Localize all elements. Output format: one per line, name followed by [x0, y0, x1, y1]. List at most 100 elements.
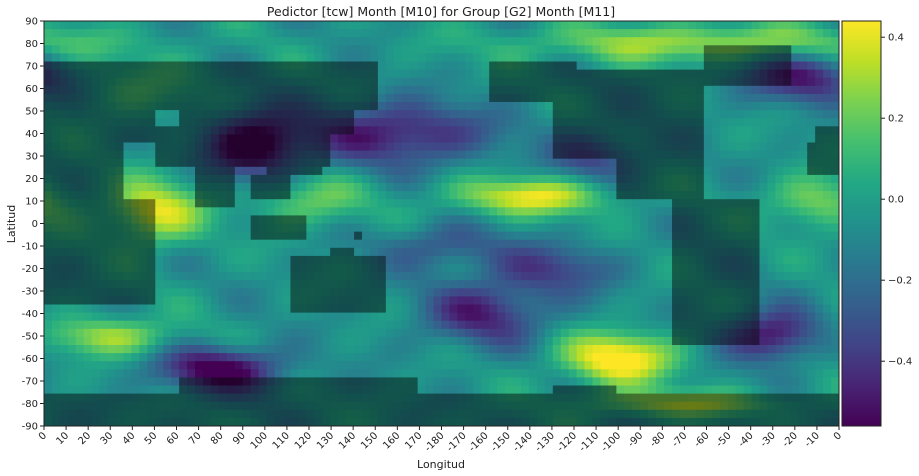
heatmap-cell — [823, 191, 832, 200]
heatmap-cell — [783, 304, 792, 314]
heatmap-cell — [274, 126, 284, 135]
heatmap-cell — [592, 215, 602, 225]
heatmap-cell — [171, 37, 180, 46]
heatmap-cell — [195, 353, 204, 362]
heatmap-cell — [592, 353, 602, 362]
heatmap-cell — [648, 409, 657, 419]
heatmap-cell — [680, 126, 689, 135]
heatmap-cell — [139, 207, 148, 216]
heatmap-cell — [449, 361, 458, 370]
heatmap-cell — [505, 158, 514, 168]
heatmap-cell — [314, 69, 323, 79]
heatmap-cell — [465, 191, 474, 200]
heatmap-cell — [298, 361, 307, 370]
heatmap-cell — [457, 409, 466, 419]
heatmap-cell — [592, 231, 602, 241]
heatmap-cell — [314, 61, 323, 71]
heatmap-cell — [195, 223, 204, 233]
heatmap-cell — [266, 126, 276, 135]
heatmap-cell — [131, 272, 140, 281]
heatmap-cell — [823, 264, 832, 273]
heatmap-cell — [346, 304, 355, 314]
heatmap-cell — [179, 401, 188, 411]
heatmap-cell — [521, 110, 530, 119]
heatmap-cell — [687, 37, 697, 46]
heatmap-cell — [640, 77, 649, 87]
heatmap-cell — [354, 280, 363, 289]
heatmap-cell — [632, 93, 641, 103]
heatmap-cell — [521, 255, 530, 265]
heatmap-cell — [274, 272, 284, 281]
heatmap-cell — [354, 142, 363, 152]
heatmap-cell — [441, 353, 451, 362]
heatmap-cell — [155, 158, 164, 168]
heatmap-cell — [719, 191, 729, 200]
heatmap-cell — [195, 93, 204, 103]
heatmap-cell — [497, 110, 506, 119]
heatmap-cell — [751, 231, 761, 241]
heatmap-cell — [131, 231, 140, 241]
heatmap-cell — [234, 247, 244, 257]
heatmap-cell — [608, 345, 617, 354]
heatmap-cell — [433, 231, 443, 241]
heatmap-cell — [51, 118, 61, 127]
heatmap-cell — [624, 126, 633, 135]
heatmap-cell — [568, 401, 578, 411]
heatmap-cell — [330, 77, 339, 87]
heatmap-cell — [544, 280, 554, 289]
heatmap-cell — [75, 280, 85, 289]
heatmap-cell — [791, 336, 800, 346]
heatmap-cell — [743, 304, 753, 314]
heatmap-cell — [425, 369, 435, 378]
heatmap-cell — [831, 361, 839, 370]
heatmap-cell — [544, 61, 554, 71]
heatmap-cell — [147, 417, 156, 426]
heatmap-cell — [433, 304, 443, 314]
heatmap-cell — [330, 110, 339, 119]
heatmap-cell — [163, 353, 172, 362]
heatmap-cell — [59, 183, 69, 192]
heatmap-cell — [131, 296, 140, 306]
heatmap-cell — [210, 110, 220, 119]
heatmap-cell — [250, 369, 260, 378]
heatmap-cell — [234, 353, 244, 362]
heatmap-cell — [274, 264, 284, 273]
heatmap-cell — [536, 231, 546, 241]
heatmap-cell — [624, 401, 633, 411]
heatmap-cell — [59, 53, 69, 63]
heatmap-cell — [632, 345, 641, 354]
heatmap-cell — [203, 288, 212, 297]
heatmap-cell — [656, 93, 665, 103]
heatmap-cell — [680, 142, 689, 152]
heatmap-cell — [759, 118, 769, 127]
heatmap-cell — [584, 296, 594, 306]
heatmap-cell — [346, 53, 355, 63]
heatmap-cell — [727, 53, 737, 63]
heatmap-cell — [266, 29, 276, 38]
heatmap-cell — [735, 247, 745, 257]
heatmap-cell — [727, 328, 737, 338]
heatmap-cell — [362, 377, 371, 387]
heatmap-cell — [528, 29, 538, 38]
heatmap-cell — [346, 102, 355, 111]
heatmap-cell — [314, 93, 323, 103]
heatmap-cell — [330, 336, 339, 346]
heatmap-cell — [735, 29, 745, 38]
heatmap-cell — [815, 385, 824, 395]
heatmap-cell — [171, 77, 180, 87]
heatmap-cell — [481, 345, 490, 354]
heatmap-cell — [799, 77, 808, 87]
heatmap-cell — [123, 207, 133, 216]
heatmap-cell — [632, 183, 641, 192]
heatmap-cell — [489, 304, 498, 314]
heatmap-cell — [791, 409, 800, 419]
heatmap-cell — [306, 102, 315, 111]
heatmap-cell — [759, 401, 769, 411]
heatmap-cell — [346, 215, 355, 225]
heatmap-cell — [759, 409, 769, 419]
heatmap-cell — [624, 223, 633, 233]
heatmap-cell — [362, 223, 371, 233]
heatmap-cell — [695, 166, 705, 176]
heatmap-cell — [584, 353, 594, 362]
heatmap-cell — [290, 199, 299, 208]
